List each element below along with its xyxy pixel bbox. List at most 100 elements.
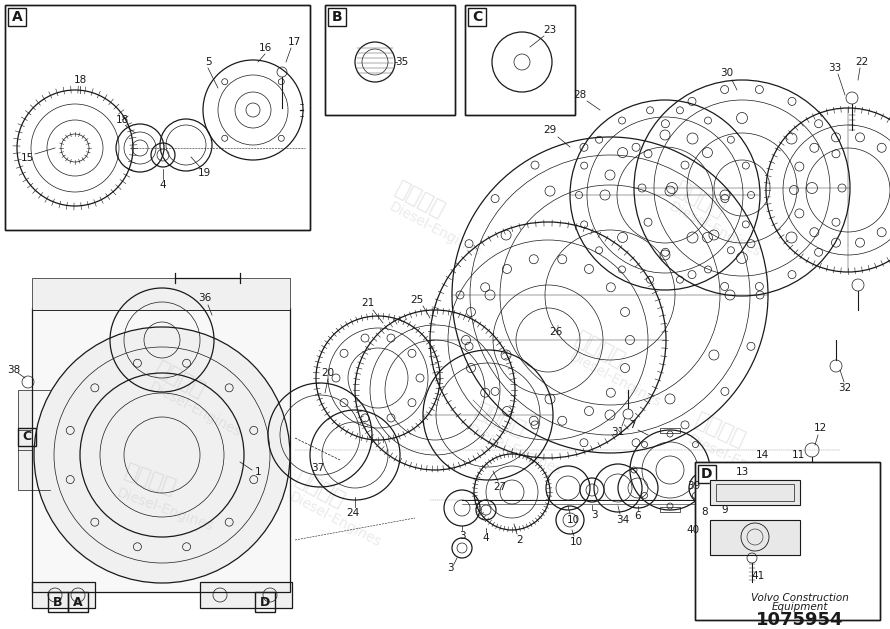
Text: 15: 15 — [20, 153, 34, 163]
Text: 3: 3 — [458, 531, 465, 541]
Text: Diesel-Engines: Diesel-Engines — [686, 432, 784, 488]
Text: 35: 35 — [395, 57, 409, 67]
Text: 5: 5 — [205, 57, 211, 67]
Text: 28: 28 — [573, 90, 587, 100]
Polygon shape — [710, 480, 800, 505]
Polygon shape — [32, 308, 290, 592]
Text: 19: 19 — [198, 168, 211, 178]
Text: 21: 21 — [361, 298, 375, 308]
Text: 12: 12 — [813, 423, 827, 433]
Text: 24: 24 — [346, 508, 360, 518]
Text: 31: 31 — [611, 427, 625, 437]
Bar — [733, 485, 755, 495]
Text: 7: 7 — [628, 420, 635, 430]
Text: 紫发动力: 紫发动力 — [392, 179, 449, 221]
Text: 29: 29 — [544, 125, 556, 135]
Bar — [328, 8, 346, 26]
Text: Diesel-Engines: Diesel-Engines — [115, 486, 215, 534]
Text: Diesel-Engines: Diesel-Engines — [147, 380, 243, 440]
Text: D: D — [701, 467, 713, 481]
Text: 2: 2 — [517, 535, 523, 545]
Polygon shape — [32, 582, 95, 608]
Text: 27: 27 — [493, 482, 506, 492]
Bar — [48, 592, 68, 612]
Bar — [710, 480, 800, 505]
Text: 4: 4 — [159, 180, 166, 190]
Bar — [698, 465, 716, 483]
Bar — [32, 278, 290, 310]
Polygon shape — [200, 582, 292, 608]
Bar — [255, 592, 275, 612]
Text: 34: 34 — [617, 515, 629, 525]
Text: Volvo Construction: Volvo Construction — [751, 593, 849, 603]
Text: 40: 40 — [687, 525, 700, 535]
Text: Diesel-Engines: Diesel-Engines — [465, 422, 564, 478]
Text: 30: 30 — [720, 68, 733, 78]
Text: Diesel-Engines: Diesel-Engines — [667, 200, 764, 260]
Bar — [5, 5, 310, 230]
Text: 32: 32 — [838, 383, 852, 393]
Bar — [468, 8, 486, 26]
Text: 3: 3 — [591, 510, 597, 520]
Text: Diesel-Engines: Diesel-Engines — [386, 200, 483, 260]
Text: 1075954: 1075954 — [756, 611, 844, 629]
Text: A: A — [12, 10, 22, 24]
Text: 36: 36 — [198, 293, 212, 303]
Text: 38: 38 — [7, 365, 20, 375]
Text: 11: 11 — [791, 450, 805, 460]
Text: 39: 39 — [687, 481, 700, 491]
Bar — [695, 462, 880, 620]
Bar — [465, 5, 575, 115]
Text: A: A — [73, 596, 83, 608]
Bar — [18, 428, 36, 446]
Text: 18: 18 — [116, 115, 129, 125]
Text: 紫发动力: 紫发动力 — [672, 179, 728, 221]
Text: 23: 23 — [544, 25, 556, 35]
Text: 25: 25 — [410, 295, 424, 305]
Bar — [200, 582, 292, 608]
Bar — [325, 5, 455, 115]
Bar — [660, 507, 680, 512]
Text: 紫发动力: 紫发动力 — [292, 469, 348, 511]
Bar — [710, 520, 800, 555]
Bar — [68, 592, 88, 612]
Text: 6: 6 — [635, 511, 642, 521]
Bar — [465, 5, 575, 115]
Text: 紫发动力: 紫发动力 — [151, 359, 208, 401]
Text: 紫发动力: 紫发动力 — [121, 462, 179, 499]
Circle shape — [34, 327, 290, 583]
Text: C: C — [22, 430, 31, 443]
Text: 9: 9 — [722, 505, 728, 515]
Text: 1: 1 — [255, 467, 262, 477]
Text: 紫发动力: 紫发动力 — [692, 409, 748, 450]
Text: 37: 37 — [312, 463, 325, 473]
Text: 20: 20 — [321, 368, 335, 378]
Bar — [32, 582, 95, 608]
Text: 4: 4 — [482, 533, 490, 543]
Bar — [8, 8, 26, 26]
Text: 26: 26 — [549, 327, 562, 337]
Bar — [18, 390, 32, 490]
Text: 41: 41 — [751, 571, 765, 581]
Bar — [695, 462, 880, 620]
Text: 16: 16 — [258, 43, 271, 53]
Text: Diesel-Engines: Diesel-Engines — [287, 490, 384, 550]
Polygon shape — [18, 390, 32, 490]
Bar — [325, 5, 455, 115]
Text: 13: 13 — [735, 467, 748, 477]
Text: D: D — [260, 596, 271, 608]
Bar — [32, 308, 290, 592]
Bar — [716, 484, 794, 501]
Text: 14: 14 — [756, 450, 769, 460]
Text: 33: 33 — [829, 63, 842, 73]
Text: 紫发动力: 紫发动力 — [571, 328, 628, 371]
Polygon shape — [710, 520, 800, 555]
Text: B: B — [332, 10, 343, 24]
Text: 8: 8 — [701, 507, 708, 517]
Text: 22: 22 — [855, 57, 869, 67]
Text: 3: 3 — [447, 563, 453, 573]
Text: 17: 17 — [287, 37, 301, 47]
Text: 10: 10 — [566, 515, 579, 525]
Text: Diesel-Engines: Diesel-Engines — [567, 350, 663, 410]
Bar — [660, 428, 680, 433]
